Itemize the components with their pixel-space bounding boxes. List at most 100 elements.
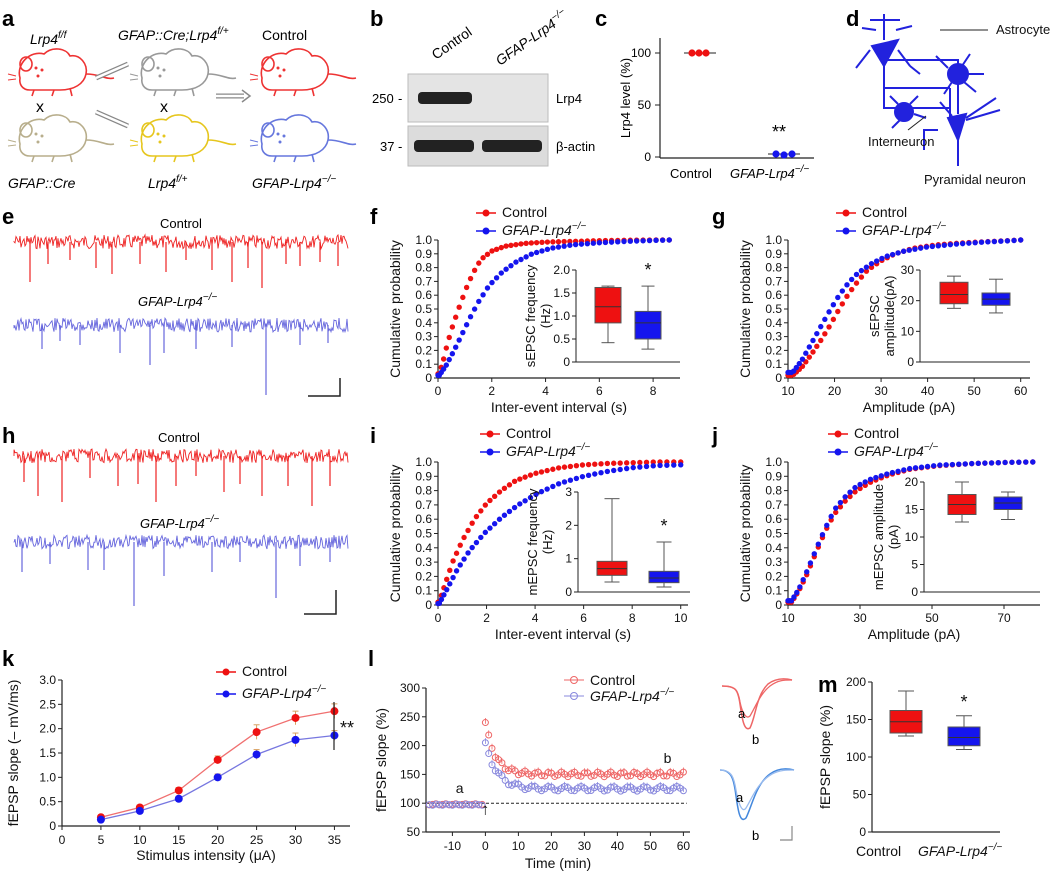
ko-point xyxy=(1002,459,1008,466)
y-tick-label: 100 xyxy=(846,750,866,764)
x-axis-label: Amplitude (pA) xyxy=(868,626,961,642)
control-point xyxy=(453,550,460,556)
ko-point xyxy=(596,240,603,246)
y-tick-label: 100 xyxy=(400,796,420,810)
panel-label-k: k xyxy=(2,646,15,671)
y-tick-label: 0 xyxy=(775,371,782,385)
ko-point xyxy=(440,366,447,372)
control-point xyxy=(174,786,183,795)
neuron-diagram: Astrocyte Interneuron Pyramidal neuron xyxy=(855,14,1050,187)
control-point xyxy=(506,482,513,488)
ko-point xyxy=(478,801,486,809)
ko-point xyxy=(460,329,466,336)
ko-point xyxy=(452,344,459,350)
scale-bar xyxy=(304,590,337,615)
lrp4-f-plus-label: Lrp4f/+ xyxy=(148,174,188,191)
control-point xyxy=(573,463,580,469)
inset-y-label: mEPSC frequency(Hz) xyxy=(525,488,555,595)
x-tick-label: 0 xyxy=(482,839,489,853)
ko-point xyxy=(839,288,846,294)
ko-point xyxy=(858,267,865,274)
ko-point xyxy=(842,494,848,500)
ko-point xyxy=(449,351,456,357)
control-point xyxy=(814,343,820,350)
ko-point xyxy=(814,330,820,337)
leader-line xyxy=(907,115,927,131)
control-point xyxy=(465,527,471,534)
control-point xyxy=(533,239,540,246)
data-point xyxy=(772,150,780,158)
ko-point xyxy=(533,249,540,256)
ko-point xyxy=(878,473,884,479)
ko-point xyxy=(468,801,476,809)
pyramidal-neuron-icon xyxy=(870,38,900,69)
interneuron-icon xyxy=(894,102,914,122)
control-point xyxy=(567,238,573,245)
panel-label-e: e xyxy=(2,204,14,229)
control-point xyxy=(544,239,551,245)
ko-point xyxy=(598,470,604,476)
ko-point xyxy=(555,244,562,250)
ko-point xyxy=(969,460,975,467)
x-axis-label: Stimulus intensity (μA) xyxy=(136,847,276,863)
ko-point xyxy=(213,773,222,782)
ko-point xyxy=(1004,238,1011,244)
ko-point xyxy=(444,586,450,593)
ko-point xyxy=(482,529,489,536)
ko-point xyxy=(900,248,907,254)
control-point xyxy=(579,462,586,468)
control-point xyxy=(853,280,860,286)
svg-text:b: b xyxy=(752,732,759,747)
y-tick-label: 0.7 xyxy=(765,274,782,288)
ctrl-point xyxy=(514,771,522,779)
control-point xyxy=(611,460,617,466)
ko-point xyxy=(561,243,567,249)
panel-label-d: d xyxy=(846,6,859,31)
y-tick-label: 0.2 xyxy=(415,343,432,357)
y-tick-label: 0.4 xyxy=(415,316,432,330)
ko-point xyxy=(501,512,508,518)
ko-point xyxy=(508,781,516,789)
ko-point xyxy=(135,806,144,815)
ko-point xyxy=(929,243,936,250)
x-tick-label: 30 xyxy=(578,839,592,853)
ko-point xyxy=(678,462,684,468)
y-tick-label: 200 xyxy=(400,739,420,753)
panel-label-b: b xyxy=(370,6,383,31)
control-point xyxy=(567,463,574,470)
x-tick-label: 60 xyxy=(677,839,691,853)
y-tick-label: 0 xyxy=(425,598,432,612)
y-tick-label: 1.5 xyxy=(39,746,56,760)
ko-point xyxy=(917,245,924,251)
trace-a-ko xyxy=(719,768,795,821)
ko-point xyxy=(465,550,471,556)
ko-point xyxy=(793,364,800,371)
tick-label: 50 xyxy=(638,98,652,112)
inset-tick-label: 1.5 xyxy=(553,286,570,300)
inset-tick-label: 3 xyxy=(565,485,572,499)
control-point xyxy=(443,345,450,351)
ko-point xyxy=(484,285,491,291)
data-point xyxy=(695,49,703,57)
ko-point xyxy=(1011,237,1017,244)
ko-point xyxy=(935,243,941,249)
y-tick-label: 0.5 xyxy=(765,302,782,316)
legend-control: Control xyxy=(590,672,635,688)
band-label-actin: β-actin xyxy=(556,139,595,154)
x-tick-label: 5 xyxy=(98,833,105,847)
gfap-cre-label: GFAP::Cre xyxy=(8,175,76,191)
lrp4-ff-label: Lrp4f/f xyxy=(30,30,68,47)
ko-point xyxy=(1017,237,1024,243)
legend-ko: GFAP-Lrp4−/− xyxy=(862,221,946,238)
control-point xyxy=(498,244,504,251)
ko-point xyxy=(901,467,907,473)
y-tick-label: 0.5 xyxy=(415,527,432,541)
ko-point xyxy=(539,248,545,254)
ko-point xyxy=(615,239,621,245)
ko-point xyxy=(511,504,518,511)
control-point xyxy=(555,239,562,245)
y-tick-label: 2.0 xyxy=(39,722,56,736)
legend-ko: GFAP-Lrp4−/− xyxy=(506,442,590,459)
significance-marker: ** xyxy=(340,718,354,738)
x-tick-label: 10 xyxy=(133,833,147,847)
